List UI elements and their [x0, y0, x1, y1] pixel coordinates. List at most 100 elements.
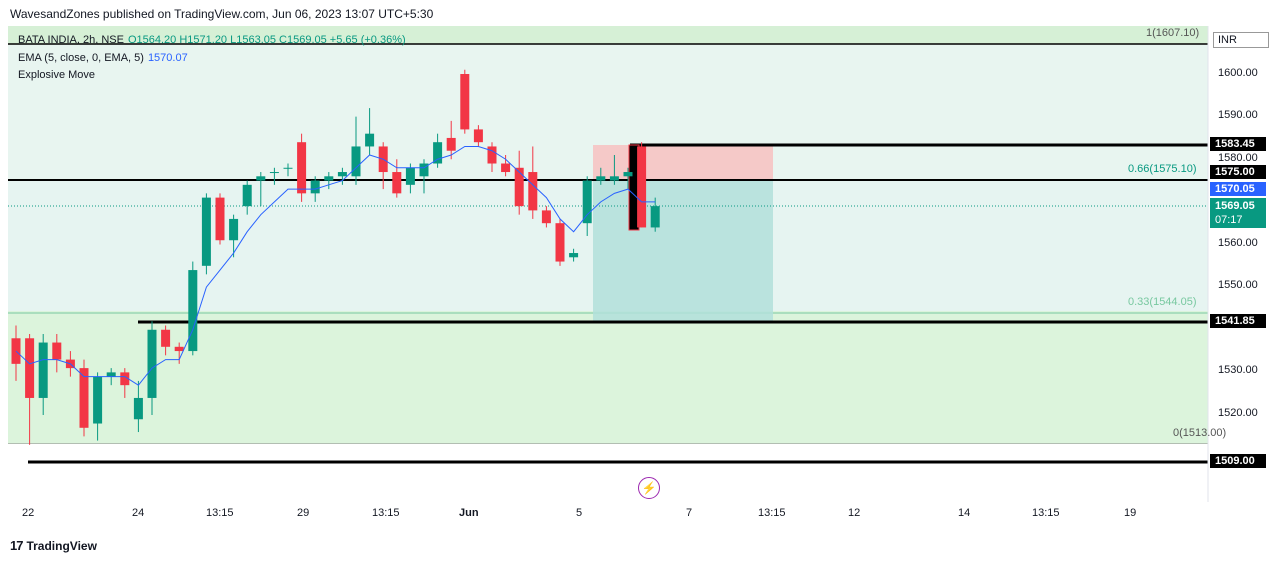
zap-icon[interactable]: ⚡: [638, 477, 660, 499]
legend-ema-row[interactable]: EMA (5, close, 0, EMA, 5) 1570.07: [18, 52, 192, 64]
candle-body[interactable]: [419, 163, 429, 177]
candle-body[interactable]: [528, 172, 538, 211]
legend-ohlc: O1564.20 H1571.20 L1563.05 C1569.05 +5.6…: [127, 34, 406, 46]
candle-body[interactable]: [637, 146, 647, 228]
target-zone[interactable]: [593, 180, 773, 322]
time-tick: 13:15: [206, 507, 234, 519]
candle-body[interactable]: [120, 372, 130, 386]
candle-body[interactable]: [283, 167, 293, 169]
candle-body[interactable]: [569, 253, 579, 258]
candle-body[interactable]: [93, 376, 103, 424]
time-tick: 19: [1124, 507, 1137, 519]
legend-symbol-row[interactable]: BATA INDIA, 2h, NSE O1564.20 H1571.20 L15…: [18, 34, 410, 46]
candle-body[interactable]: [201, 197, 211, 266]
tv-logo-icon: 17: [10, 538, 24, 553]
candle-body[interactable]: [392, 172, 402, 194]
time-tick: 5: [576, 507, 583, 519]
time-tick: 22: [22, 507, 35, 519]
candle-body[interactable]: [310, 180, 320, 194]
candle-body[interactable]: [106, 372, 116, 377]
candle-body[interactable]: [514, 167, 524, 207]
candle-body[interactable]: [623, 172, 633, 177]
currency-label: INR: [1213, 32, 1269, 48]
price-badge-last[interactable]: 1569.05 07:17: [1210, 198, 1266, 228]
candle-body[interactable]: [460, 74, 470, 130]
legend-indicator-name: Explosive Move: [18, 69, 96, 81]
candle-body[interactable]: [147, 329, 157, 398]
candle-body[interactable]: [229, 218, 239, 241]
fib-label-0: 0(1513.00): [1173, 427, 1227, 439]
time-tick: 13:15: [372, 507, 400, 519]
time-axis[interactable]: 22 24 13:15 29 13:15 Jun 5 7 13:15 12 14…: [8, 507, 1208, 523]
fib-zone-low: [8, 311, 1208, 444]
candle-body[interactable]: [25, 338, 35, 398]
candle-body[interactable]: [609, 176, 619, 181]
candle-body[interactable]: [365, 133, 375, 147]
chart-area[interactable]: INR 1600.00 1590.00 1580.00 1560.00 1550…: [8, 26, 1269, 519]
candle-body[interactable]: [133, 397, 143, 420]
price-badge-ema[interactable]: 1570.05: [1210, 182, 1266, 196]
time-tick: 13:15: [1032, 507, 1060, 519]
candle-body[interactable]: [351, 146, 361, 177]
candle-body[interactable]: [405, 167, 415, 185]
candle-body[interactable]: [174, 346, 184, 352]
price-badge-1583[interactable]: 1583.45: [1210, 137, 1266, 151]
candle-body[interactable]: [38, 342, 48, 398]
price-badge-1575[interactable]: 1575.00: [1210, 165, 1266, 179]
candle-body[interactable]: [555, 223, 565, 262]
candle-body[interactable]: [256, 176, 266, 181]
price-badge-1541[interactable]: 1541.85: [1210, 314, 1266, 328]
candle-body[interactable]: [161, 329, 171, 347]
legend-symbol: BATA INDIA, 2h, NSE: [18, 34, 124, 46]
candle-body[interactable]: [79, 368, 89, 428]
price-tick: 1550.00: [1218, 279, 1258, 291]
candle-body[interactable]: [501, 163, 511, 173]
ema-line: [15, 145, 656, 386]
lower-blank: [8, 444, 1208, 502]
tradingview-brand: TradingView: [26, 538, 97, 553]
price-chart[interactable]: [8, 26, 1268, 502]
candle-body[interactable]: [52, 342, 62, 360]
price-tick: 1580.00: [1218, 152, 1258, 164]
price-tick: 1590.00: [1218, 109, 1258, 121]
candle-body[interactable]: [446, 137, 456, 151]
price-tick: 1600.00: [1218, 67, 1258, 79]
legend-indicator-row[interactable]: Explosive Move: [18, 69, 99, 81]
candle-body[interactable]: [650, 206, 660, 228]
candle-body[interactable]: [242, 184, 252, 207]
last-price-value: 1569.05: [1215, 200, 1255, 212]
time-tick: 24: [132, 507, 145, 519]
candle-body[interactable]: [582, 180, 592, 224]
candle-body[interactable]: [473, 129, 483, 143]
fib-label-033: 0.33(1544.05): [1128, 296, 1197, 308]
time-tick: 29: [297, 507, 310, 519]
time-tick: Jun: [459, 507, 479, 519]
legend-ema-value: 1570.07: [147, 52, 188, 64]
bar-countdown: 07:17: [1215, 214, 1243, 226]
price-badge-1509[interactable]: 1509.00: [1210, 454, 1266, 468]
candle-body[interactable]: [487, 146, 497, 164]
candle-body[interactable]: [337, 172, 347, 177]
tradingview-logo: 17 TradingView: [10, 538, 97, 553]
stop-loss-zone[interactable]: [593, 145, 773, 180]
price-tick: 1520.00: [1218, 407, 1258, 419]
time-tick: 13:15: [758, 507, 786, 519]
candle-body[interactable]: [215, 197, 225, 241]
candle-body[interactable]: [324, 176, 334, 181]
candle-body[interactable]: [297, 142, 307, 194]
candle-body[interactable]: [188, 270, 198, 352]
legend-ema-label: EMA (5, close, 0, EMA, 5): [18, 52, 144, 64]
candle-body[interactable]: [269, 172, 279, 174]
time-tick: 7: [686, 507, 693, 519]
price-tick: 1560.00: [1218, 237, 1258, 249]
candle-body[interactable]: [541, 210, 551, 224]
fib-label-1: 1(1607.10): [1146, 27, 1200, 39]
candle-body[interactable]: [433, 142, 443, 164]
publisher-caption: WavesandZones published on TradingView.c…: [10, 7, 434, 21]
time-tick: 14: [958, 507, 971, 519]
price-tick: 1530.00: [1218, 364, 1258, 376]
candle-body[interactable]: [596, 176, 606, 181]
fib-label-066: 0.66(1575.10): [1128, 163, 1197, 175]
price-axis-bg[interactable]: [1208, 26, 1268, 502]
fib-zone-band: [8, 26, 1208, 44]
